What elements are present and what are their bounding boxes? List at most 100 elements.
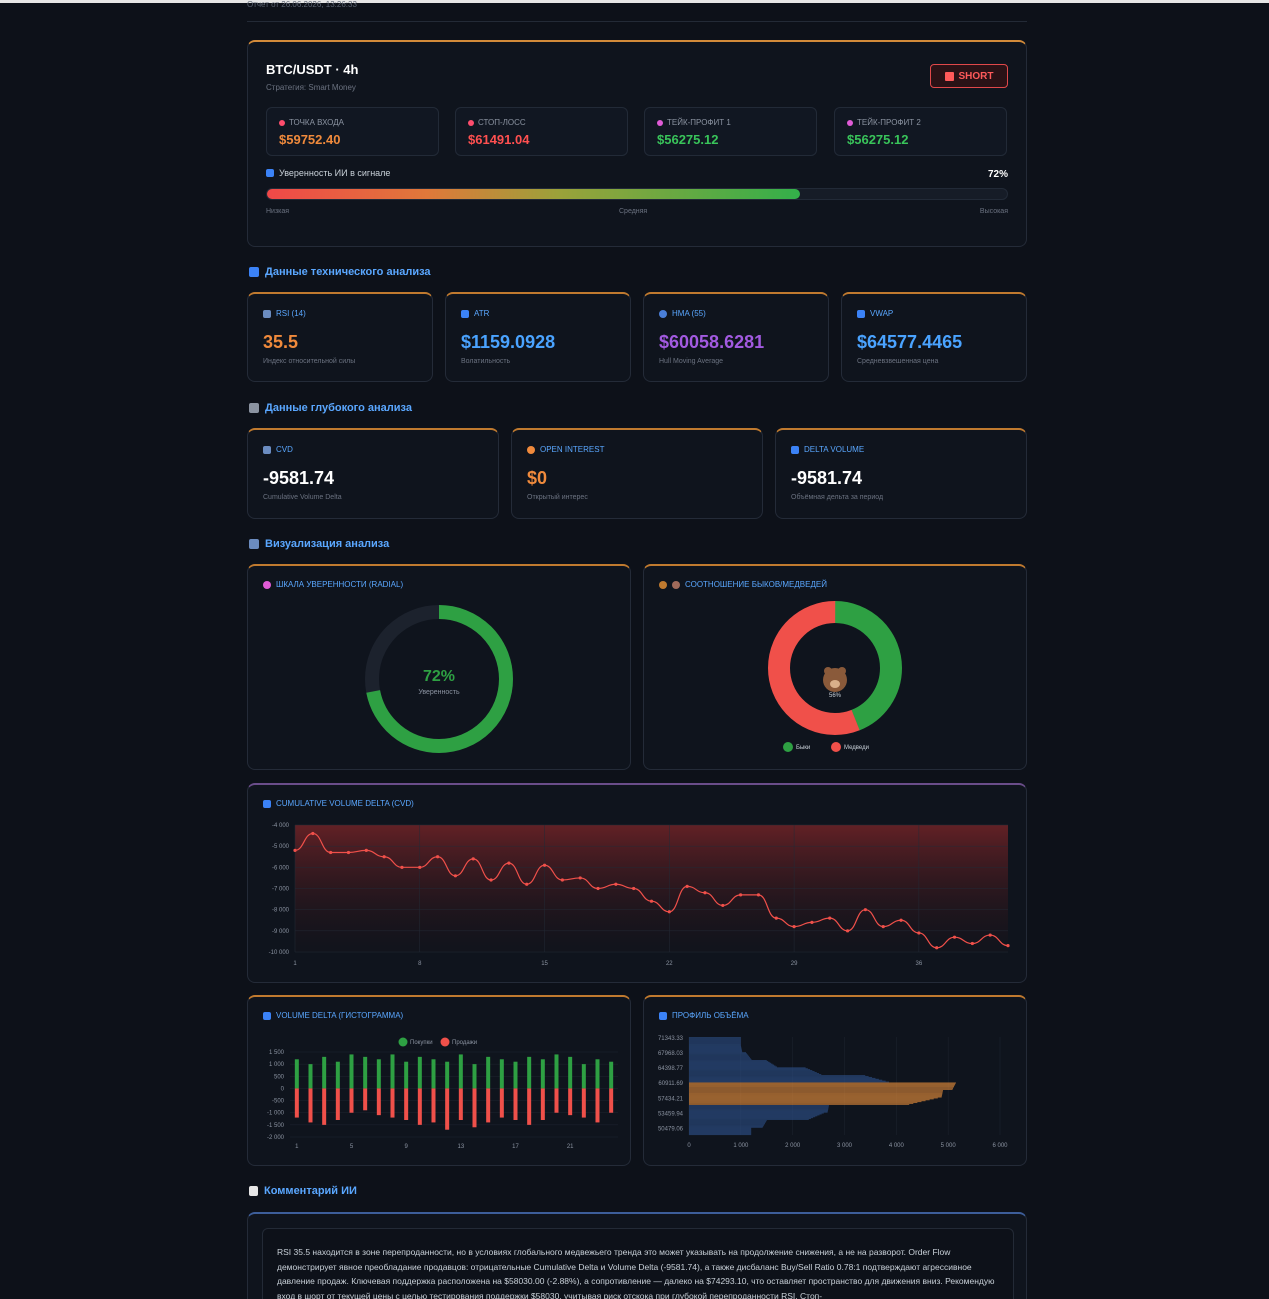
sell-bar — [322, 1088, 327, 1125]
cvd-card: CVD -9581.74 Cumulative Volume Delta — [247, 428, 499, 519]
profile-bar — [689, 1117, 814, 1119]
x-tick-label: 6 000 — [992, 1143, 1008, 1149]
profile-bar — [689, 1130, 752, 1132]
takeprofit1-level-box: ТЕЙК-ПРОФИТ 1 $56275.12 — [644, 107, 817, 156]
profile-bar — [689, 1068, 808, 1070]
pin-icon — [279, 119, 285, 126]
cvd-point — [329, 850, 333, 855]
buy-bar — [376, 1059, 381, 1089]
profile-bar — [689, 1111, 828, 1113]
profile-bar — [689, 1133, 752, 1135]
bar-chart-icon — [461, 309, 469, 318]
cvd-point — [845, 929, 850, 933]
profile-bar — [689, 1125, 764, 1127]
profile-bar — [689, 1131, 752, 1133]
x-tick-label: 1 — [293, 961, 297, 967]
cvd-point — [400, 865, 404, 869]
comment-text: RSI 35.5 находится в зоне перепроданност… — [277, 1247, 995, 1299]
chart-down-icon — [944, 71, 954, 81]
cvd-point — [721, 903, 725, 908]
profile-bar — [689, 1039, 741, 1040]
profile-bar — [689, 1056, 750, 1057]
y-tick-label: -9 000 — [272, 929, 290, 935]
short-button[interactable]: SHORT — [930, 64, 1008, 88]
bullbear-donut: 56% Быки Медведи — [768, 601, 902, 752]
bullbear-card: СООТНОШЕНИЕ БЫКОВ/МЕДВЕДЕЙ 56% Быки Медв… — [643, 564, 1027, 770]
vwap-value: $64577.4465 — [857, 332, 963, 352]
cvd-value: -9581.74 — [263, 468, 335, 488]
cvd-point — [346, 850, 351, 855]
circle-icon — [659, 309, 667, 318]
profile-bar — [689, 1062, 772, 1064]
y-tick-label: -10 000 — [269, 950, 290, 956]
bear-ear-icon — [838, 667, 846, 675]
x-tick-label: 1 — [295, 1144, 299, 1150]
profile-bar — [689, 1092, 943, 1094]
profile-bar — [689, 1041, 741, 1042]
buy-bar — [472, 1064, 477, 1089]
profile-bar — [689, 1109, 828, 1111]
short-label: SHORT — [958, 70, 994, 82]
bear-ear-icon — [824, 667, 832, 675]
stoploss-level-box: СТОП-ЛОСС $61491.04 — [455, 107, 628, 156]
buy-bar — [486, 1056, 491, 1089]
cvd-point — [881, 925, 885, 929]
sell-bar — [445, 1088, 450, 1130]
takeprofit1-label: ТЕЙК-ПРОФИТ 1 — [667, 118, 731, 127]
sell-bar — [294, 1088, 299, 1118]
cvd-point — [774, 916, 778, 920]
legend-swatch — [398, 1037, 408, 1047]
bear-snout-icon — [830, 680, 840, 688]
vwap-sub: Средневзвешенная цена — [857, 358, 939, 365]
deep-section-title: Данные глубокого анализа — [249, 402, 412, 414]
buy-bar — [349, 1054, 354, 1089]
target-icon — [263, 580, 271, 589]
sell-bar — [568, 1088, 573, 1116]
cvd-point — [667, 910, 671, 914]
profile-bar — [689, 1038, 741, 1039]
profile-bar — [689, 1037, 741, 1038]
profile-bar — [689, 1060, 767, 1061]
volume-profile-card: ПРОФИЛЬ ОБЪЁМА 0 1 000 2 000 3 000 4 000 5 00… — [643, 995, 1027, 1166]
cvd-chart-card: CUMULATIVE VOLUME DELTA (CVD) -4 000 -5 0… — [247, 783, 1027, 983]
buy-bar — [335, 1061, 340, 1089]
buy-bar — [363, 1056, 368, 1089]
profile-bar — [689, 1116, 816, 1118]
profile-bar — [689, 1126, 763, 1128]
sell-bar — [349, 1088, 354, 1113]
cvd-point — [489, 878, 493, 882]
visual-section-title: Визуализация анализа — [249, 538, 389, 550]
y-tick-label: 50479.06 — [658, 1126, 684, 1132]
hma-card: HMA (55) $60058.6281 Hull Moving Average — [643, 292, 829, 382]
profile-bar — [689, 1120, 767, 1121]
y-tick-label: 0 — [281, 1086, 285, 1092]
legend-bears-swatch — [831, 742, 841, 752]
signal-pair: BTC/USDT · 4h — [266, 62, 359, 77]
profile-bar — [689, 1107, 829, 1108]
buy-bar — [540, 1059, 545, 1089]
sell-bar — [363, 1088, 368, 1111]
profile-bar — [689, 1043, 741, 1045]
profile-bar — [689, 1058, 751, 1059]
profile-bar — [689, 1094, 943, 1096]
sell-bar — [540, 1088, 545, 1120]
vwap-card: VWAP $64577.4465 Средневзвешенная цена — [841, 292, 1027, 382]
bar-chart-icon — [263, 1011, 271, 1020]
confidence-percent: 72% — [987, 169, 1008, 180]
chart-icon — [263, 309, 271, 318]
profile-bar — [689, 1108, 829, 1109]
profile-bar — [689, 1115, 818, 1117]
profile-bar — [689, 1075, 866, 1076]
sell-bar — [431, 1088, 436, 1123]
profile-bar — [689, 1119, 809, 1120]
divider — [247, 21, 1027, 22]
profile-bar — [689, 1127, 752, 1129]
profile-bar — [689, 1112, 824, 1114]
profile-bar — [689, 1067, 806, 1069]
open-interest-sub: Открытый интерес — [527, 494, 588, 501]
cvd-point — [578, 876, 582, 880]
rsi-card: RSI (14) 35.5 Индекс относительной силы — [247, 292, 433, 382]
line-chart-icon — [249, 539, 259, 549]
buy-bar — [294, 1059, 299, 1089]
buy-bar — [431, 1059, 436, 1089]
